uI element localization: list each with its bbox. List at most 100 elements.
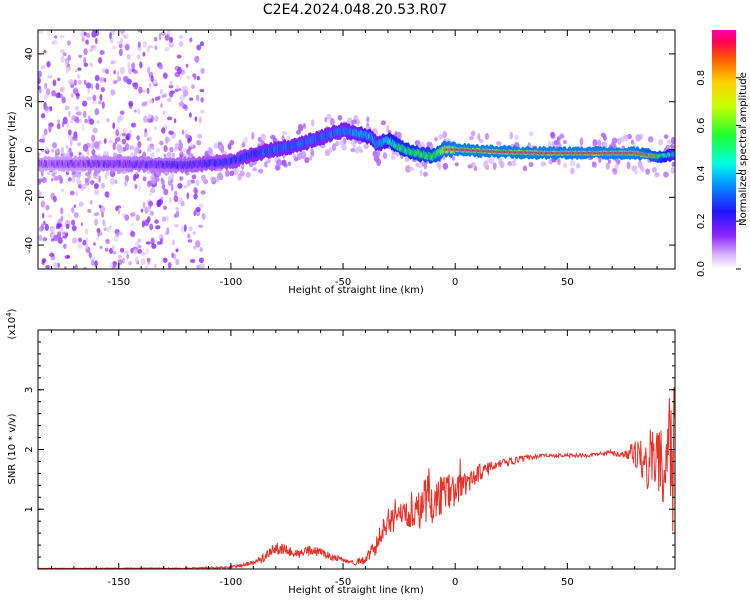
spectrogram-cell <box>38 87 42 94</box>
spectrogram-cell <box>133 82 139 90</box>
snr-chart: -150 -100 -50 0 50 1 2 3 Height of straight lin… <box>5 308 676 596</box>
spectrogram-cell <box>615 159 621 164</box>
spectrogram-cell <box>67 54 71 61</box>
spectrogram-cell <box>178 142 184 150</box>
spectrogram-cell <box>198 263 205 269</box>
spectrogram-cell <box>149 187 156 194</box>
spectrogram-cell <box>80 186 84 192</box>
spectrogram-cell <box>178 101 185 107</box>
spectrogram-cell <box>179 94 186 102</box>
spectrogram-cell <box>73 212 79 218</box>
spectrogram-cell <box>145 264 149 269</box>
spectrogram-cell <box>85 82 92 89</box>
spectrogram-y-label: Frequency (Hz) <box>7 111 18 187</box>
spectrogram-cell <box>243 136 248 144</box>
spectrogram-cell <box>98 100 102 105</box>
spectrogram-cell <box>93 141 100 149</box>
spectrogram-cell <box>115 263 121 269</box>
spectrogram-cell <box>111 265 116 269</box>
spectrogram-cell <box>68 79 74 86</box>
spectrogram-cell <box>597 139 602 147</box>
x-tick-label: -150 <box>107 277 130 288</box>
spectrogram-cell <box>671 161 675 167</box>
spectrogram-cell <box>129 212 135 217</box>
spectrogram-cell <box>438 134 443 140</box>
y-tick-label: 1 <box>24 506 35 512</box>
spectrogram-cell <box>141 89 147 93</box>
spectrogram-cell <box>101 101 105 109</box>
spectrogram-cell <box>38 152 41 157</box>
spectrogram-cell <box>41 133 46 140</box>
spectrogram-cell <box>40 200 46 208</box>
spectrogram-cell <box>51 171 56 177</box>
spectrogram-cell <box>188 226 193 232</box>
spectrogram-cell <box>55 92 61 99</box>
spectrogram-cell <box>670 167 675 174</box>
spectrogram-cell <box>332 143 337 152</box>
spectrogram-cell <box>257 168 264 174</box>
spectrogram-cell <box>161 93 166 98</box>
spectrogram-cell <box>82 266 88 269</box>
spectrogram-cell <box>390 155 396 160</box>
spectrogram-cell <box>78 201 85 207</box>
spectrogram-cell <box>187 137 191 144</box>
spectrogram-cell <box>137 244 142 249</box>
spectrogram-cell <box>419 169 423 177</box>
spectrogram-cell <box>173 223 179 228</box>
spectrogram-cell <box>71 176 76 183</box>
spectrogram-cell <box>138 86 143 94</box>
spectrogram-cell <box>171 183 174 192</box>
spectrogram-cell <box>147 146 151 153</box>
spectrogram-cell <box>153 126 158 131</box>
spectrogram-cell <box>193 72 197 80</box>
spectrogram-cell <box>52 261 58 269</box>
spectrogram-cell <box>155 147 161 153</box>
spectrogram-cell <box>149 223 154 231</box>
spectrogram-cell <box>51 178 54 182</box>
spectrogram-cell <box>297 123 304 132</box>
spectrogram-cell <box>134 173 140 179</box>
x-tick-label: 50 <box>561 577 574 588</box>
spectrogram-cell <box>112 142 116 151</box>
spectrogram-cell <box>62 52 67 56</box>
spectrogram-cell <box>93 189 100 196</box>
spectrogram-cell <box>168 84 174 89</box>
spectrogram-cell <box>170 172 175 180</box>
spectrogram-cell <box>175 206 179 211</box>
spectrogram-cell <box>76 142 81 147</box>
spectrogram-cell <box>89 118 95 125</box>
spectrogram-cell <box>146 208 151 213</box>
spectrogram-cell <box>106 118 110 123</box>
spectrogram-cell <box>161 183 166 190</box>
spectrogram-cell <box>74 118 80 124</box>
spectrogram-cell <box>353 114 359 121</box>
spectrogram-cell <box>57 262 60 268</box>
spectrogram-cell <box>125 132 131 141</box>
spectrogram-cell <box>159 140 164 146</box>
spectrogram-cell <box>310 148 315 157</box>
spectrogram-cell <box>394 131 398 137</box>
spectrogram-cell <box>163 145 168 153</box>
spectrogram-cell <box>75 111 81 116</box>
spectrogram-cell <box>94 260 98 268</box>
spectrogram-cell <box>151 243 157 249</box>
spectrogram-cell <box>38 77 41 85</box>
spectrogram-cell <box>90 199 93 205</box>
spectrogram-cell <box>68 147 72 153</box>
y-tick-label: 3 <box>24 387 35 393</box>
spectrogram-cell <box>607 159 612 164</box>
spectrogram-cell <box>130 122 137 128</box>
spectrogram-cell <box>91 100 98 105</box>
spectrogram-cell <box>372 150 378 158</box>
spectrogram-cell <box>198 116 202 124</box>
spectrogram-cell <box>92 242 96 246</box>
spectrogram-cell <box>73 204 77 209</box>
snr-x-label: Height of straight line (km) <box>288 585 424 596</box>
spectrogram-cell <box>199 88 205 93</box>
spectrogram-cell <box>115 233 120 238</box>
spectrogram-cell <box>70 118 74 124</box>
spectrogram-cell <box>611 168 617 173</box>
spectrogram-cell <box>153 263 157 269</box>
spectrogram-cell <box>68 110 71 118</box>
spectrogram-cell <box>96 236 100 241</box>
